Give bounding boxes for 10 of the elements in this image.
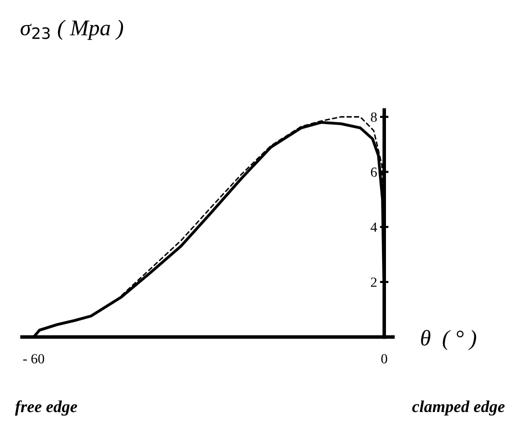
x-axis-title: θ ( ° ) xyxy=(421,330,476,350)
x-tick-label: 0 xyxy=(381,354,388,364)
x-tick-label: - 60 xyxy=(23,354,44,364)
chart-title: σ$_{23}$ ( Mpa ) xyxy=(20,20,124,40)
text: clamped edge xyxy=(412,400,505,416)
y-tick-label: 2 xyxy=(370,278,377,287)
y-tick-label: 4 xyxy=(370,222,378,232)
y-tick-label: 8 xyxy=(370,112,377,122)
text: free edge xyxy=(15,400,78,416)
y-tick-label: 6 xyxy=(370,168,377,177)
